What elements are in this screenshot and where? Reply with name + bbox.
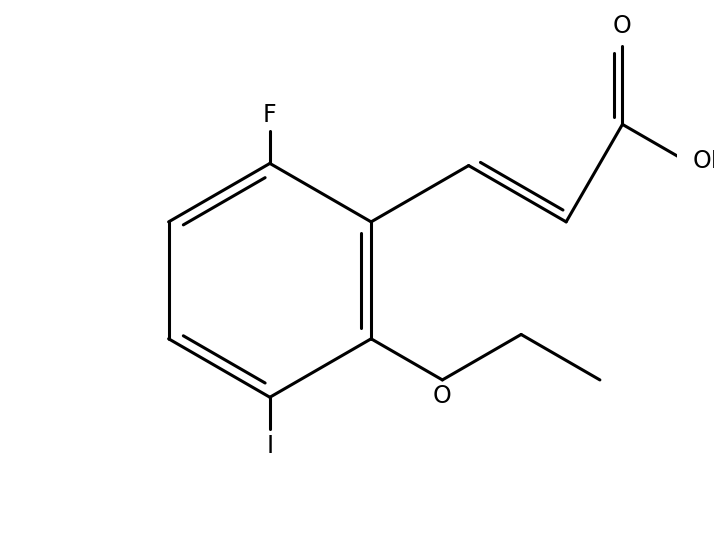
Text: O: O bbox=[613, 14, 632, 38]
Text: OH: OH bbox=[693, 149, 714, 173]
Text: I: I bbox=[266, 434, 273, 458]
Text: F: F bbox=[263, 103, 277, 127]
Text: O: O bbox=[433, 384, 452, 408]
